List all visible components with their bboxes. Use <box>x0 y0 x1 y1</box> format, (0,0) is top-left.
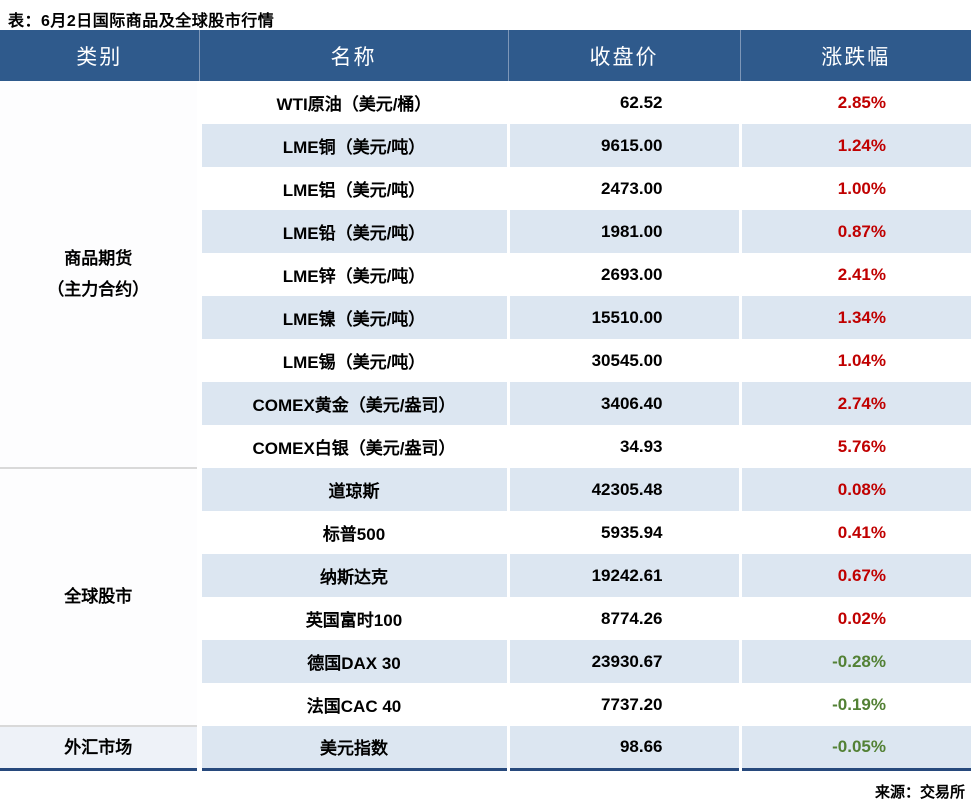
change-pct: 1.04% <box>738 339 971 382</box>
instrument-name: 标普500 <box>196 511 508 554</box>
change-pct: 2.74% <box>738 382 971 425</box>
table-header: 类别 名称 收盘价 涨跌幅 <box>0 30 971 81</box>
category-label-line1: 商品期货 <box>64 248 133 268</box>
instrument-name: COMEX白银（美元/盎司） <box>196 425 508 468</box>
instrument-name: LME铜（美元/吨） <box>196 124 508 167</box>
instrument-name: WTI原油（美元/桶） <box>196 81 508 124</box>
close-price: 62.52 <box>506 81 740 124</box>
instrument-name: 德国DAX 30 <box>196 640 508 683</box>
table-row: 全球股市 道琼斯 42305.48 0.08% <box>0 467 971 726</box>
table-row: 标普500 5935.94 0.41% <box>0 511 971 554</box>
close-price: 42305.48 <box>506 468 740 511</box>
instrument-name: LME铝（美元/吨） <box>196 167 508 210</box>
close-price: 3406.40 <box>506 382 740 425</box>
market-table: 类别 名称 收盘价 涨跌幅 商品期货 （主力合约） WTI原油（美元/桶） 62… <box>0 30 971 771</box>
table-row: 商品期货 （主力合约） WTI原油（美元/桶） 62.52 2.85% <box>0 81 971 468</box>
close-price: 8774.26 <box>506 597 740 640</box>
table-row: LME铜（美元/吨） 9615.00 1.24% <box>0 124 971 167</box>
change-pct: 0.08% <box>738 468 971 511</box>
table-row: COMEX白银（美元/盎司） 34.93 5.76% <box>0 425 971 468</box>
change-pct: 2.85% <box>738 81 971 124</box>
col-header-name: 名称 <box>198 30 508 81</box>
table-row: 法国CAC 40 7737.20 -0.19% <box>0 683 971 726</box>
close-price: 15510.00 <box>506 296 740 339</box>
close-price: 23930.67 <box>506 640 740 683</box>
category-label-line1: 全球股市 <box>64 587 133 607</box>
instrument-name: LME镍（美元/吨） <box>196 296 508 339</box>
table-title: 表：6月2日国际商品及全球股市行情 <box>8 13 275 30</box>
close-price: 2693.00 <box>506 253 740 296</box>
instrument-name: 法国CAC 40 <box>196 683 508 726</box>
table-row: 外汇市场 美元指数 98.66 -0.05% <box>0 725 971 769</box>
category-label-line1: 外汇市场 <box>64 737 133 757</box>
close-price: 19242.61 <box>506 554 740 597</box>
table-row: 德国DAX 30 23930.67 -0.28% <box>0 640 971 683</box>
change-pct: 1.24% <box>738 124 971 167</box>
instrument-name: LME锌（美元/吨） <box>196 253 508 296</box>
col-header-category: 类别 <box>0 30 199 81</box>
change-pct: 5.76% <box>738 425 971 468</box>
close-price: 7737.20 <box>506 683 740 726</box>
instrument-name: 纳斯达克 <box>196 554 508 597</box>
category-cell-forex: 外汇市场 <box>0 725 199 769</box>
category-label-line2: （主力合约） <box>47 280 150 299</box>
close-price: 30545.00 <box>506 339 740 382</box>
change-pct: 1.34% <box>738 296 971 339</box>
instrument-name: COMEX黄金（美元/盎司） <box>196 382 508 425</box>
table-row: LME铝（美元/吨） 2473.00 1.00% <box>0 167 971 210</box>
col-header-change: 涨跌幅 <box>739 30 971 81</box>
change-pct: 1.00% <box>738 167 971 210</box>
change-pct: 0.41% <box>738 511 971 554</box>
table-row: LME镍（美元/吨） 15510.00 1.34% <box>0 296 971 339</box>
table-row: LME锡（美元/吨） 30545.00 1.04% <box>0 339 971 382</box>
table-row: LME铅（美元/吨） 1981.00 0.87% <box>0 210 971 253</box>
close-price: 1981.00 <box>506 210 740 253</box>
change-pct: 0.87% <box>738 210 971 253</box>
instrument-name: 英国富时100 <box>196 597 508 640</box>
instrument-name: LME铅（美元/吨） <box>196 210 508 253</box>
change-pct: -0.28% <box>738 640 971 683</box>
instrument-name: 美元指数 <box>196 726 508 769</box>
source-note: 来源：交易所 <box>874 783 965 801</box>
close-price: 2473.00 <box>506 167 740 210</box>
table-row: 英国富时100 8774.26 0.02% <box>0 597 971 640</box>
table-row: 纳斯达克 19242.61 0.67% <box>0 554 971 597</box>
close-price: 98.66 <box>506 726 740 769</box>
change-pct: -0.05% <box>738 726 971 769</box>
change-pct: 0.67% <box>738 554 971 597</box>
table-row: LME锌（美元/吨） 2693.00 2.41% <box>0 253 971 296</box>
change-pct: 2.41% <box>738 253 971 296</box>
change-pct: -0.19% <box>738 683 971 726</box>
table-row: COMEX黄金（美元/盎司） 3406.40 2.74% <box>0 382 971 425</box>
close-price: 5935.94 <box>506 511 740 554</box>
change-pct: 0.02% <box>738 597 971 640</box>
instrument-name: LME锡（美元/吨） <box>196 339 508 382</box>
category-cell-global-stocks: 全球股市 <box>0 467 199 726</box>
close-price: 9615.00 <box>506 124 740 167</box>
category-cell-commodity-futures: 商品期货 （主力合约） <box>0 81 199 468</box>
col-header-close: 收盘价 <box>507 30 740 81</box>
close-price: 34.93 <box>506 425 740 468</box>
instrument-name: 道琼斯 <box>196 468 508 511</box>
